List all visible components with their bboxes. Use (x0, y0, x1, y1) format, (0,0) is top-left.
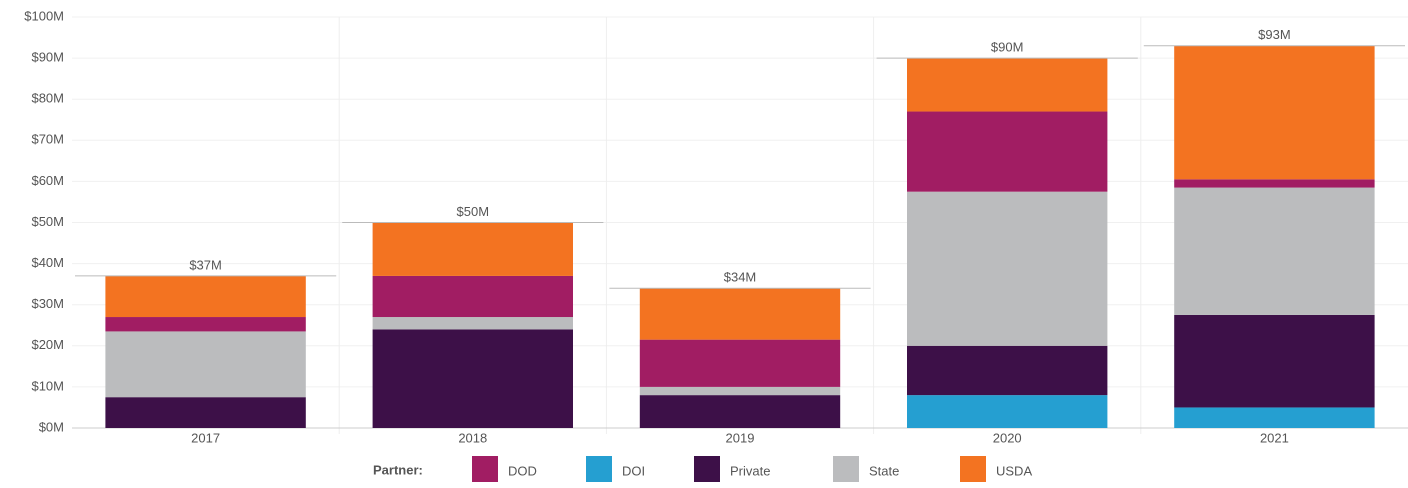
bar-segment (907, 58, 1108, 112)
bar-segment (105, 275, 306, 318)
x-tick-label: 2018 (458, 430, 487, 445)
total-label: $37M (189, 257, 222, 272)
bar-segment (907, 191, 1108, 346)
bar-segment (1174, 407, 1375, 428)
legend-swatch (694, 456, 720, 482)
bar-segment (105, 317, 306, 332)
legend-label: State (869, 463, 899, 478)
y-tick-label: $0M (39, 419, 64, 434)
legend-label: USDA (996, 463, 1032, 478)
legend-swatch (833, 456, 859, 482)
bar-segment (372, 329, 573, 428)
bar-segment (372, 222, 573, 276)
x-tick-label: 2019 (726, 430, 755, 445)
bar-segment (105, 397, 306, 428)
x-tick-label: 2021 (1260, 430, 1289, 445)
bar-segment (639, 339, 841, 387)
y-tick-label: $60M (31, 173, 64, 188)
x-tick-label: 2020 (993, 430, 1022, 445)
bar-segment (639, 395, 841, 428)
bar-segment (639, 288, 841, 340)
y-tick-label: $40M (31, 255, 64, 270)
total-label: $90M (991, 40, 1024, 55)
bar-segment (372, 317, 573, 330)
y-tick-label: $50M (31, 214, 64, 229)
bar-segment (1174, 179, 1375, 188)
bar-segment (1174, 45, 1375, 180)
legend-label: Private (730, 463, 770, 478)
bar-segment (372, 275, 573, 318)
bar-segment (1174, 187, 1375, 315)
y-tick-label: $90M (31, 50, 64, 65)
legend-label: DOI (622, 463, 645, 478)
legend-title: Partner: (373, 462, 423, 477)
bar-segment (907, 395, 1108, 428)
legend-swatch (472, 456, 498, 482)
y-tick-label: $70M (31, 132, 64, 147)
x-tick-label: 2017 (191, 430, 220, 445)
y-tick-label: $20M (31, 337, 64, 352)
legend-swatch (586, 456, 612, 482)
total-label: $93M (1258, 27, 1291, 42)
y-tick-label: $100M (24, 8, 64, 23)
bar-segment (105, 331, 306, 398)
y-tick-label: $80M (31, 91, 64, 106)
legend-label: DOD (508, 463, 537, 478)
bar-segment (639, 386, 841, 396)
bar-segment (1174, 314, 1375, 408)
y-tick-label: $30M (31, 296, 64, 311)
y-tick-label: $10M (31, 378, 64, 393)
total-label: $34M (724, 270, 757, 285)
total-label: $50M (457, 204, 490, 219)
bar-segment (907, 111, 1108, 192)
legend-swatch (960, 456, 986, 482)
bar-segment (907, 345, 1108, 396)
